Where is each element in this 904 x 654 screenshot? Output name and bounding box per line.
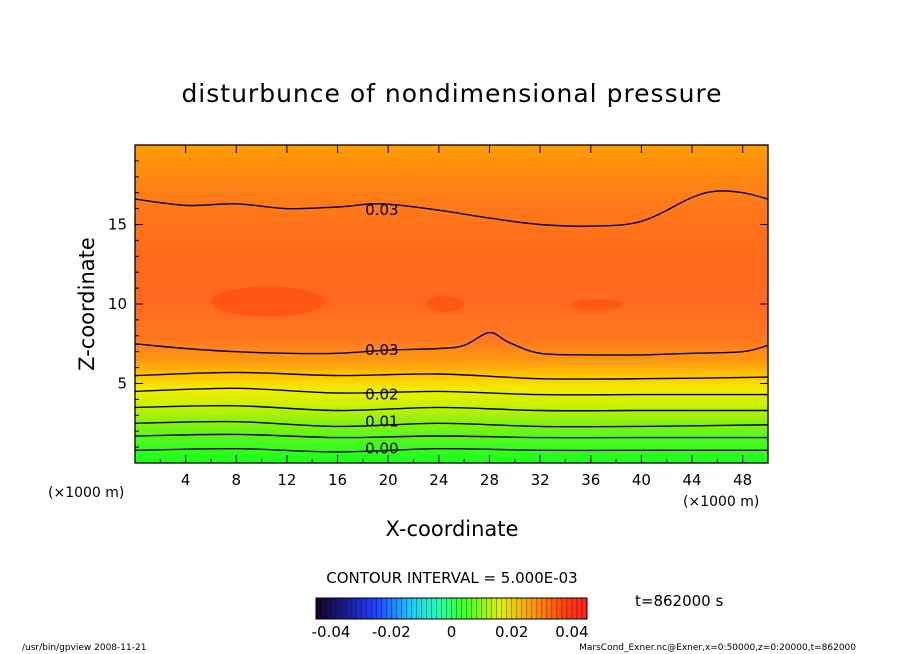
footer-left: /usr/bin/gpview 2008-11-21 xyxy=(22,643,146,653)
contour-line-6 xyxy=(135,433,768,439)
x-tick-label-7: 32 xyxy=(531,471,550,489)
contour-line-0 xyxy=(135,190,768,227)
x-axis-label: X-coordinate xyxy=(386,517,519,541)
contour-label-2: 0.02 xyxy=(365,386,398,404)
x-tick-label-11: 48 xyxy=(733,471,752,489)
contour-line-5 xyxy=(135,420,768,428)
contour-label-0: 0.03 xyxy=(365,201,398,219)
plot-field xyxy=(135,145,768,463)
colorbar-tick-label-1: -0.02 xyxy=(372,623,411,641)
high-region-1 xyxy=(426,296,465,312)
x-tick-label-5: 24 xyxy=(429,471,448,489)
time-label: t=862000 s xyxy=(635,592,723,610)
y-tick-label-2: 15 xyxy=(108,216,127,234)
footer-right: MarsCond_Exner.nc@Exner,x=0:50000,z=0:20… xyxy=(579,643,856,653)
x-tick-label-4: 20 xyxy=(379,471,398,489)
contour-line-7 xyxy=(135,447,768,453)
y-tick-label-0: 5 xyxy=(117,375,127,393)
x-tick-label-2: 12 xyxy=(277,471,296,489)
contour-label-1: 0.03 xyxy=(365,341,398,359)
x-unit-left: (×1000 m) xyxy=(48,485,124,501)
x-tick-label-1: 8 xyxy=(232,471,242,489)
contour-label-4: 0.00 xyxy=(365,440,398,458)
x-unit-right: (×1000 m) xyxy=(683,494,759,510)
high-region-2 xyxy=(571,299,623,311)
contour-line-4 xyxy=(135,404,768,412)
x-tick-label-9: 40 xyxy=(632,471,651,489)
y-tick-label-1: 10 xyxy=(108,295,127,313)
x-tick-label-10: 44 xyxy=(682,471,701,489)
x-tick-label-0: 4 xyxy=(181,471,191,489)
chart-title: disturbunce of nondimensional pressure xyxy=(181,79,722,108)
contour-label-3: 0.01 xyxy=(365,413,398,431)
colorbar-tick-label-0: -0.04 xyxy=(312,623,351,641)
contour-line-1 xyxy=(135,331,768,356)
contour-interval-text: CONTOUR INTERVAL = 5.000E-03 xyxy=(326,569,577,587)
x-tick-label-3: 16 xyxy=(328,471,347,489)
colorbar-frame xyxy=(315,597,588,620)
colorbar: -0.04 -0.02 0 0.02 0.04 xyxy=(312,597,589,641)
high-region-0 xyxy=(210,286,325,317)
colorbar-tick-label-2: 0 xyxy=(447,623,457,641)
colorbar-tick-label-3: 0.02 xyxy=(495,623,528,641)
contour-line-3 xyxy=(135,387,768,396)
x-tick-label-6: 28 xyxy=(480,471,499,489)
x-tick-label-8: 36 xyxy=(581,471,600,489)
colorbar-tick-label-4: 0.04 xyxy=(555,623,588,641)
y-axis-label: Z-coordinate xyxy=(75,237,99,371)
contour-line-2 xyxy=(135,371,768,380)
